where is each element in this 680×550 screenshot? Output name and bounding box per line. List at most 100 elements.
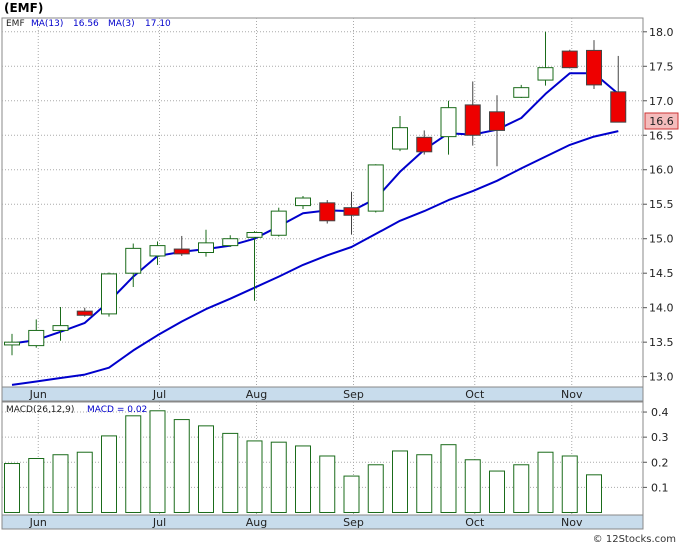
candle-body bbox=[586, 49, 602, 86]
macd-value-label: MACD = 0.02 bbox=[87, 405, 147, 415]
macd-date-band bbox=[1, 514, 644, 530]
macd-bar bbox=[173, 419, 190, 513]
macd-y-tick-label: 0.3 bbox=[651, 431, 669, 444]
price-date-band bbox=[1, 386, 644, 402]
legend-ma3-value: 17.10 bbox=[145, 19, 171, 29]
price-y-tick-label: 14.5 bbox=[649, 267, 674, 280]
macd-bar bbox=[416, 454, 433, 513]
candle-body bbox=[4, 341, 20, 346]
up-candle bbox=[440, 100, 457, 155]
macd-bars bbox=[4, 410, 602, 513]
price-x-tick-label: Jul bbox=[152, 388, 166, 401]
up-candle bbox=[246, 231, 263, 301]
candles bbox=[4, 31, 627, 356]
macd-x-tick-label: Sep bbox=[343, 516, 364, 529]
up-candle bbox=[270, 207, 287, 237]
last-price-box bbox=[644, 112, 679, 130]
price-y-tick-label: 15.5 bbox=[649, 198, 674, 211]
down-candle bbox=[319, 200, 336, 224]
up-candle bbox=[295, 195, 311, 210]
candle-body bbox=[28, 329, 45, 347]
legend-ma13-value: 16.56 bbox=[73, 19, 99, 29]
macd-bar bbox=[392, 450, 408, 513]
last-price-label: 16.6 bbox=[649, 115, 674, 128]
legend-ma3-label: MA(3) bbox=[108, 19, 135, 29]
macd-y-tick-label: 0.2 bbox=[651, 456, 669, 469]
price-legend: EMF MA(13) 16.56 MA(3) 17.10 bbox=[6, 19, 171, 29]
macd-bar bbox=[125, 415, 142, 513]
price-x-axis: Jun Jul Aug Sep Oct Nov bbox=[29, 388, 583, 401]
up-candle bbox=[52, 306, 69, 341]
macd-y-tick-label: 0.1 bbox=[651, 481, 669, 494]
up-candle bbox=[222, 235, 239, 247]
price-y-tick-label: 13.5 bbox=[649, 336, 674, 349]
up-candle bbox=[198, 229, 214, 257]
macd-legend: MACD(26,12,9) MACD = 0.02 bbox=[6, 405, 147, 415]
up-candle bbox=[149, 241, 166, 265]
legend-ma13-label: MA(13) bbox=[31, 19, 63, 29]
price-x-tick-label: Nov bbox=[561, 388, 583, 401]
macd-bar bbox=[343, 475, 360, 513]
macd-x-tick-label: Nov bbox=[561, 516, 583, 529]
candle-body bbox=[149, 245, 166, 257]
down-candle bbox=[173, 235, 190, 256]
down-candle bbox=[416, 130, 433, 155]
macd-bar bbox=[198, 425, 214, 513]
down-candle bbox=[489, 95, 505, 167]
candle-body bbox=[343, 207, 360, 216]
macd-bar bbox=[246, 440, 263, 513]
price-x-tick-label: Sep bbox=[343, 388, 364, 401]
macd-bar bbox=[586, 474, 602, 513]
candle-body bbox=[489, 111, 505, 131]
up-candle bbox=[513, 84, 530, 99]
macd-y-axis: 0.1 0.2 0.3 0.4 bbox=[643, 406, 669, 494]
price-y-tick-label: 17.5 bbox=[649, 60, 674, 73]
macd-bar bbox=[222, 432, 239, 513]
macd-bar bbox=[270, 441, 287, 513]
candle-body bbox=[367, 164, 384, 212]
down-candle bbox=[76, 307, 93, 317]
candle-body bbox=[222, 238, 239, 247]
price-y-tick-label: 18.0 bbox=[649, 26, 674, 39]
price-y-tick-label: 15.0 bbox=[649, 233, 674, 246]
macd-bar bbox=[28, 458, 45, 513]
price-y-tick-label: 16.0 bbox=[649, 164, 674, 177]
price-y-tick-label: 14.0 bbox=[649, 302, 674, 315]
candle-body bbox=[198, 242, 214, 254]
footer-credit: © 12Stocks.com bbox=[593, 534, 676, 545]
up-candle bbox=[28, 319, 45, 348]
candle-body bbox=[537, 67, 554, 81]
macd-bar bbox=[489, 470, 505, 513]
candle-body bbox=[610, 91, 627, 123]
macd-bar bbox=[440, 444, 457, 513]
candle-body bbox=[440, 107, 457, 138]
candle-body bbox=[101, 273, 117, 315]
price-grid bbox=[2, 18, 643, 387]
down-candle bbox=[610, 55, 627, 123]
chart-title: (EMF) bbox=[4, 1, 43, 15]
up-candle bbox=[367, 164, 384, 213]
macd-bar bbox=[319, 455, 336, 513]
macd-x-tick-label: Oct bbox=[465, 516, 485, 529]
macd-bar bbox=[4, 463, 20, 513]
up-candle bbox=[537, 31, 554, 86]
candle-body bbox=[76, 310, 93, 316]
price-x-tick-label: Aug bbox=[246, 388, 267, 401]
macd-bar bbox=[464, 459, 481, 513]
up-candle bbox=[101, 272, 117, 317]
down-candle bbox=[586, 40, 602, 90]
up-candle bbox=[392, 115, 408, 152]
macd-bar bbox=[149, 410, 166, 513]
candle-body bbox=[392, 127, 408, 150]
legend-symbol: EMF bbox=[6, 19, 25, 29]
candle-body bbox=[125, 247, 142, 274]
ma13-polyline bbox=[11, 130, 619, 386]
macd-bar bbox=[295, 445, 311, 513]
price-x-tick-label: Jun bbox=[29, 388, 47, 401]
price-y-tick-label: 13.0 bbox=[649, 371, 674, 384]
candle-body bbox=[295, 197, 311, 207]
macd-x-tick-label: Jun bbox=[29, 516, 47, 529]
macd-label: MACD(26,12,9) bbox=[6, 405, 74, 415]
